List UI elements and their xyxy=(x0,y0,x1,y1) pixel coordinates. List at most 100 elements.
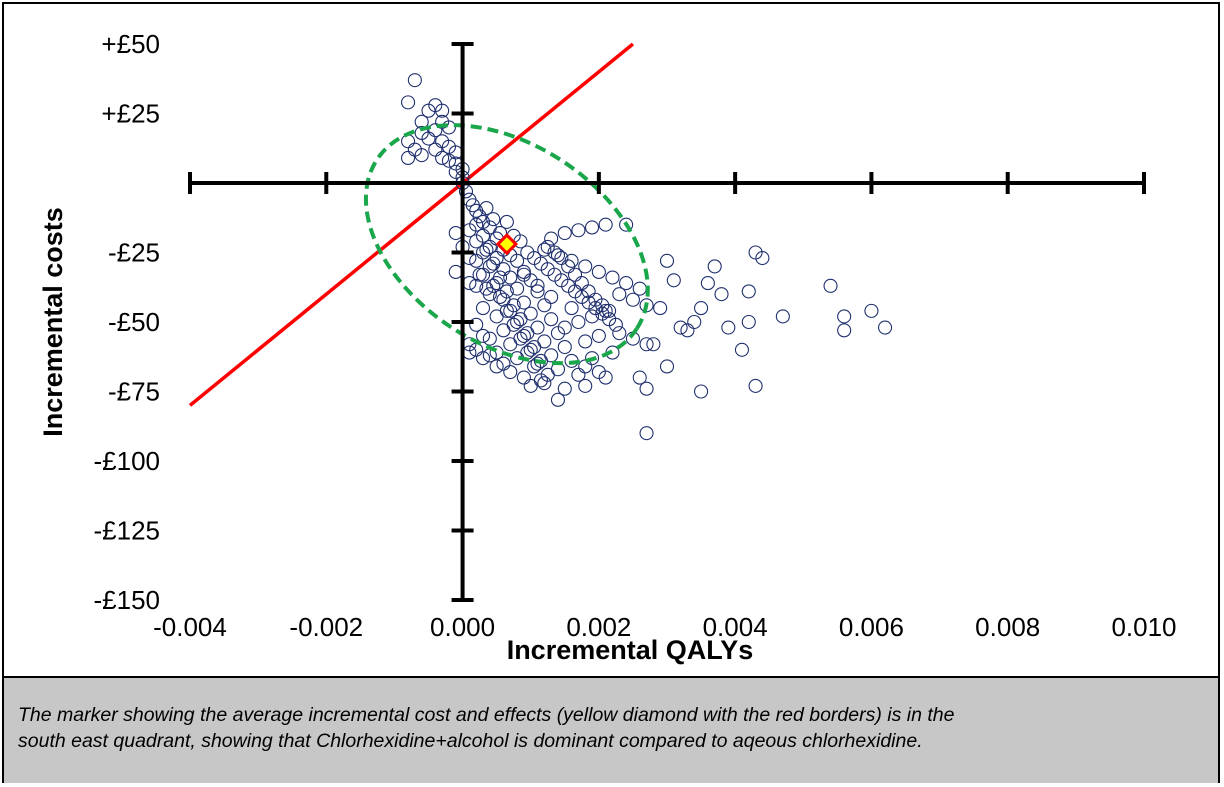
scatter-point xyxy=(557,381,572,396)
plot-area: -0.004 -0.002 0.000 0.002 0.004 0.006 0.008 0.0… xyxy=(4,4,1218,676)
scatter-point xyxy=(537,298,552,313)
scatter-point xyxy=(479,200,494,216)
scatter-point xyxy=(503,364,518,380)
scatter-point xyxy=(837,323,852,338)
scatter-point xyxy=(401,150,416,166)
scatter-point xyxy=(537,376,552,391)
scatter-chart: -0.004 -0.002 0.000 0.002 0.004 0.006 0.008 0.0… xyxy=(38,29,1177,665)
scatter-point xyxy=(564,301,579,316)
scatter-point xyxy=(533,373,548,388)
scatter-point xyxy=(496,356,511,371)
scatter-point xyxy=(516,370,531,385)
scatter-point xyxy=(557,339,572,355)
scatter-point xyxy=(581,284,596,299)
caption-line-1: The marker showing the average increment… xyxy=(18,704,955,726)
scatter-point xyxy=(694,384,709,399)
y-tick-label: -£50 xyxy=(108,307,160,337)
scatter-point xyxy=(489,309,504,324)
scatter-point xyxy=(527,359,542,374)
scatter-point xyxy=(578,259,593,274)
scatter-point xyxy=(537,242,552,257)
scatter-point xyxy=(421,131,436,146)
x-tick-label: 0.002 xyxy=(566,612,631,642)
x-tick-label: 0.000 xyxy=(430,612,495,642)
scatter-point xyxy=(741,284,756,299)
scatter-point xyxy=(503,270,518,285)
scatter-point xyxy=(469,253,484,268)
scatter-point xyxy=(741,314,756,330)
scatter-point xyxy=(639,337,654,352)
scatter-point xyxy=(448,225,463,241)
x-tick-label: 0.004 xyxy=(703,612,768,642)
y-tick-label: -£150 xyxy=(94,585,161,615)
scatter-point xyxy=(659,253,675,268)
scatter-point xyxy=(530,278,545,293)
scatter-point xyxy=(639,426,654,441)
scatter-point xyxy=(561,259,576,274)
scatter-point xyxy=(659,359,675,374)
scatter-point xyxy=(602,303,617,318)
scatter-point xyxy=(775,309,790,324)
scatter-point xyxy=(482,331,497,346)
scatter-point xyxy=(608,317,623,332)
scatter-point xyxy=(578,359,593,374)
scatter-point xyxy=(523,306,538,321)
scatter-point xyxy=(639,381,654,396)
scatter-point xyxy=(721,320,736,335)
scatter-point xyxy=(574,276,589,291)
scatter-point xyxy=(584,220,600,235)
scatter-point xyxy=(537,334,552,349)
scatter-point xyxy=(598,370,613,385)
scatter-point xyxy=(479,242,494,257)
scatter-point xyxy=(680,323,695,338)
scatter-point xyxy=(632,370,647,385)
scatter-point xyxy=(492,289,508,305)
scatter-point xyxy=(714,287,729,302)
scatter-point xyxy=(544,231,559,246)
scatter-point xyxy=(612,326,627,341)
scatter-point xyxy=(571,223,586,238)
x-tick-label: -0.004 xyxy=(153,612,227,642)
scatter-point xyxy=(557,320,572,335)
confidence-ellipse xyxy=(363,123,650,366)
scatter-point xyxy=(578,334,593,349)
scatter-point xyxy=(503,337,518,352)
scatter-point xyxy=(544,348,559,363)
scatter-point xyxy=(530,320,545,335)
scatter-point xyxy=(516,295,531,310)
scatter-point xyxy=(475,267,491,282)
caption-line-2: south east quadrant, showing that Chlorh… xyxy=(18,730,923,752)
scatter-point xyxy=(496,262,511,277)
scatter-point xyxy=(584,309,600,324)
scatter-point xyxy=(571,367,586,382)
scatter-point xyxy=(475,328,491,343)
scatter-point xyxy=(401,95,416,110)
y-axis-title: Incremental costs xyxy=(38,207,68,437)
x-tick-label: 0.010 xyxy=(1111,612,1176,642)
scatter-point xyxy=(401,134,416,149)
scatter-point xyxy=(482,259,497,274)
scatter-point xyxy=(516,264,531,280)
scatter-point xyxy=(486,212,501,227)
scatter-point xyxy=(469,278,484,293)
x-tick-label: -0.002 xyxy=(289,612,363,642)
scatter-point xyxy=(619,217,634,232)
figure-caption: The marker showing the average increment… xyxy=(4,676,1218,783)
scatter-point xyxy=(591,328,606,343)
scatter-point xyxy=(510,281,525,296)
scatter-point xyxy=(489,359,504,374)
scatter-point xyxy=(510,314,525,330)
scatter-point xyxy=(492,225,508,241)
scatter-point xyxy=(591,264,606,280)
scatter-point xyxy=(506,317,521,332)
scatter-point xyxy=(557,225,572,241)
y-tick-label: -£25 xyxy=(108,238,160,268)
scatter-point xyxy=(475,351,491,366)
x-tick-label: 0.008 xyxy=(975,612,1040,642)
scatter-point xyxy=(687,314,702,330)
y-tick-label: -£75 xyxy=(108,377,160,407)
scatter-point xyxy=(496,323,511,338)
scatter-point xyxy=(486,256,501,271)
scatter-point xyxy=(837,309,852,324)
